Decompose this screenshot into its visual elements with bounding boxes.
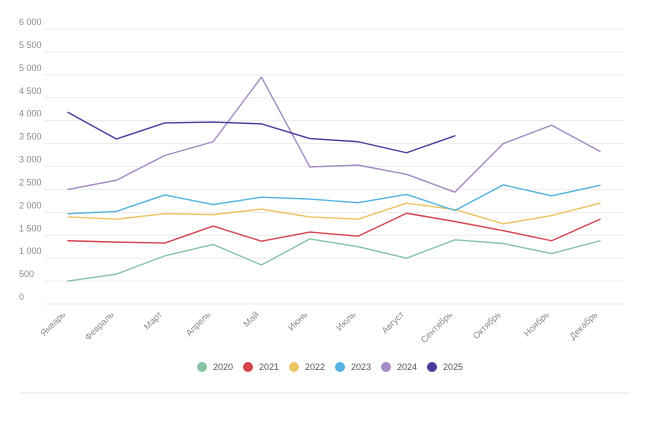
legend-marker-2023 (335, 362, 345, 372)
x-axis-ticks: Январь Февраль Март Апрель Май Июнь Июль Август… (39, 309, 600, 345)
legend-label-2022: 2022 (305, 362, 325, 372)
x-tick-label: Декабрь (568, 309, 600, 341)
series-line-2023 (67, 184, 601, 215)
legend-marker-2022 (289, 362, 299, 372)
x-tick-label: Январь (39, 309, 68, 338)
x-tick-label: Июнь (286, 309, 309, 332)
series-line-2022 (67, 202, 601, 225)
legend-label-2021: 2021 (259, 362, 279, 372)
y-tick-label: 3 000 (19, 155, 42, 165)
x-tick-label: Сентябрь (419, 309, 455, 345)
legend-marker-2025 (427, 362, 437, 372)
legend-label-2025: 2025 (443, 362, 463, 372)
x-tick-label: Октябрь (471, 309, 503, 341)
series-line-2025 (67, 111, 456, 154)
y-tick-label: 6 000 (19, 17, 42, 27)
y-tick-label: 5 000 (19, 63, 42, 73)
y-tick-label: 0 (19, 292, 24, 302)
y-tick-label: 1 500 (19, 223, 42, 233)
y-tick-label: 1 000 (19, 246, 42, 256)
legend-marker-2021 (243, 362, 253, 372)
x-tick-label: Февраль (83, 309, 116, 342)
legend-label-2023: 2023 (351, 362, 371, 372)
x-tick-label: Март (142, 309, 164, 331)
series-line-2020 (67, 238, 601, 282)
legend-marker-2024 (381, 362, 391, 372)
series-line-2024 (67, 76, 601, 193)
series-lines (67, 76, 601, 282)
grid-lines (44, 28, 625, 305)
x-tick-label: Август (380, 309, 406, 335)
legend-label-2020: 2020 (213, 362, 233, 372)
legend: 2020 2021 2022 2023 2024 2025 (197, 362, 463, 372)
x-tick-label: Май (241, 309, 261, 329)
y-tick-label: 2 500 (19, 177, 42, 187)
y-tick-label: 500 (19, 269, 34, 279)
x-tick-label: Июль (334, 309, 358, 333)
y-tick-label: 4 000 (19, 109, 42, 119)
series-line-2021 (67, 212, 601, 244)
y-tick-label: 5 500 (19, 40, 42, 50)
y-tick-label: 3 500 (19, 132, 42, 142)
legend-marker-2020 (197, 362, 207, 372)
y-axis-ticks: 0 500 1 000 1 500 2 000 2 500 3 000 3 500 4 000 4… (19, 17, 42, 302)
legend-label-2024: 2024 (397, 362, 417, 372)
x-tick-label: Ноябрь (522, 309, 551, 338)
y-tick-label: 4 500 (19, 86, 42, 96)
y-tick-label: 2 000 (19, 200, 42, 210)
x-tick-label: Апрель (184, 309, 213, 338)
